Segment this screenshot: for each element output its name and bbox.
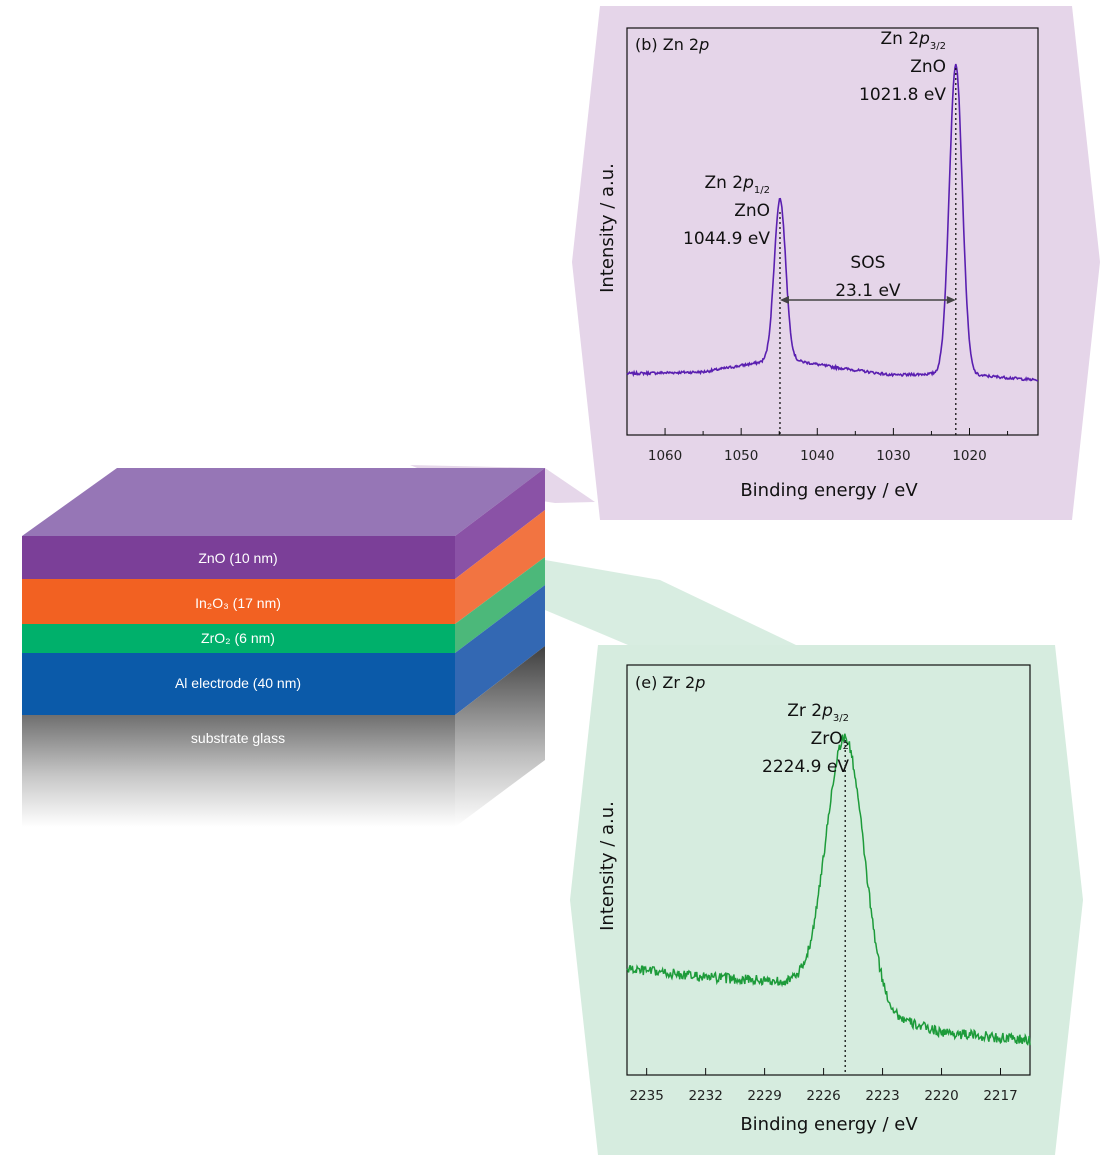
zn-callout <box>410 6 1100 520</box>
layer-label-in2o3: In₂O₃ (17 nm) <box>195 595 281 611</box>
zn-peak-label-1-2: Zn 2p1/2 <box>704 173 770 196</box>
zn-peak-energy-3-2: 1021.8 eV <box>859 85 946 105</box>
zr-peak-compound-3-2: ZrO2 <box>811 729 849 752</box>
zr-peak-energy-3-2: 2224.9 eV <box>762 757 849 777</box>
zn-x-axis-title: Binding energy / eV <box>740 480 918 501</box>
layer-zro2-front <box>22 624 455 653</box>
zn-panel-title: (b) Zn 2p <box>635 35 709 54</box>
zn-peak-compound-1-2: ZnO <box>734 201 770 221</box>
zn-tick-label: 1050 <box>724 448 758 464</box>
zr-tick-label: 2220 <box>924 1088 958 1104</box>
layer-glass-side <box>455 646 545 827</box>
layer-label-zno: ZnO (10 nm) <box>198 550 277 566</box>
zn-splitting-arrowhead-right <box>946 296 956 304</box>
stack-top-face <box>22 468 545 536</box>
zn-splitting-arrow <box>779 296 956 304</box>
zr-tick-label: 2229 <box>747 1088 781 1104</box>
zr-panel-title: (e) Zr 2p <box>635 673 705 692</box>
zr-tick-label: 2226 <box>806 1088 840 1104</box>
zr-tick-label: 2232 <box>688 1088 722 1104</box>
zr-tick-label: 2235 <box>629 1088 663 1104</box>
layer-in2o3-front <box>22 579 455 624</box>
zr-panel-background <box>570 645 1083 1155</box>
zn-tick-label: 1060 <box>648 448 682 464</box>
layer-zno-front <box>22 536 455 579</box>
zr-callout <box>545 560 1083 1155</box>
zr-2p-chart: 2235 2232 2229 2226 2223 2220 2217 (e) Zr 2p Z… <box>597 664 1031 1135</box>
zn-tick-label: 1040 <box>800 448 834 464</box>
zn-y-axis-title: Intensity / a.u. <box>597 163 618 293</box>
layer-label-glass: substrate glass <box>191 730 285 746</box>
zn-plot-frame <box>626 27 1039 436</box>
zr-tick-label: 2217 <box>983 1088 1017 1104</box>
zn-x-tick-labels: 1060 1050 1040 1030 1020 <box>648 448 987 464</box>
layer-al-side <box>455 585 545 715</box>
zn-peak-compound-3-2: ZnO <box>910 57 946 77</box>
layer-al-front <box>22 653 455 715</box>
layer-zro2-side <box>455 557 545 653</box>
zr-x-ticks <box>646 1068 1002 1075</box>
layer-label-zro2: ZrO₂ (6 nm) <box>201 630 275 646</box>
zr-y-axis-title: Intensity / a.u. <box>597 801 618 931</box>
layer-zno-side <box>455 468 545 579</box>
zr-peak-label-3-2: Zr 2p3/2 <box>787 701 849 724</box>
layer-in2o3-side <box>455 510 545 624</box>
zn-panel-background <box>572 6 1100 520</box>
zn-tick-label: 1020 <box>952 448 986 464</box>
zn-splitting-arrowhead-left <box>779 296 789 304</box>
zn-sos-label: SOS <box>850 253 885 273</box>
layer-label-al: Al electrode (40 nm) <box>175 675 301 691</box>
layer-glass-front <box>22 715 455 827</box>
zn-sos-value: 23.1 eV <box>835 281 901 301</box>
zn-2p-chart: 1060 1050 1040 1030 1020 (b) Zn 2p Zn 2p3/2 … <box>597 27 1039 501</box>
zr-x-axis-title: Binding energy / eV <box>740 1114 918 1135</box>
zr-callout-connector <box>545 560 796 650</box>
zr-x-tick-labels: 2235 2232 2229 2226 2223 2220 2217 <box>629 1088 1017 1104</box>
zn-peak-label-3-2: Zn 2p3/2 <box>880 29 946 52</box>
zr-spectrum-line <box>626 733 1031 1046</box>
zr-tick-label: 2223 <box>865 1088 899 1104</box>
zn-tick-label: 1030 <box>876 448 910 464</box>
zn-spectrum-line <box>626 63 1039 382</box>
zn-x-ticks <box>664 428 1009 435</box>
zn-peak-energy-1-2: 1044.9 eV <box>683 229 770 249</box>
layer-stack: ZnO (10 nm) In₂O₃ (17 nm) ZrO₂ (6 nm) Al… <box>22 468 545 827</box>
zr-plot-frame <box>626 664 1031 1076</box>
